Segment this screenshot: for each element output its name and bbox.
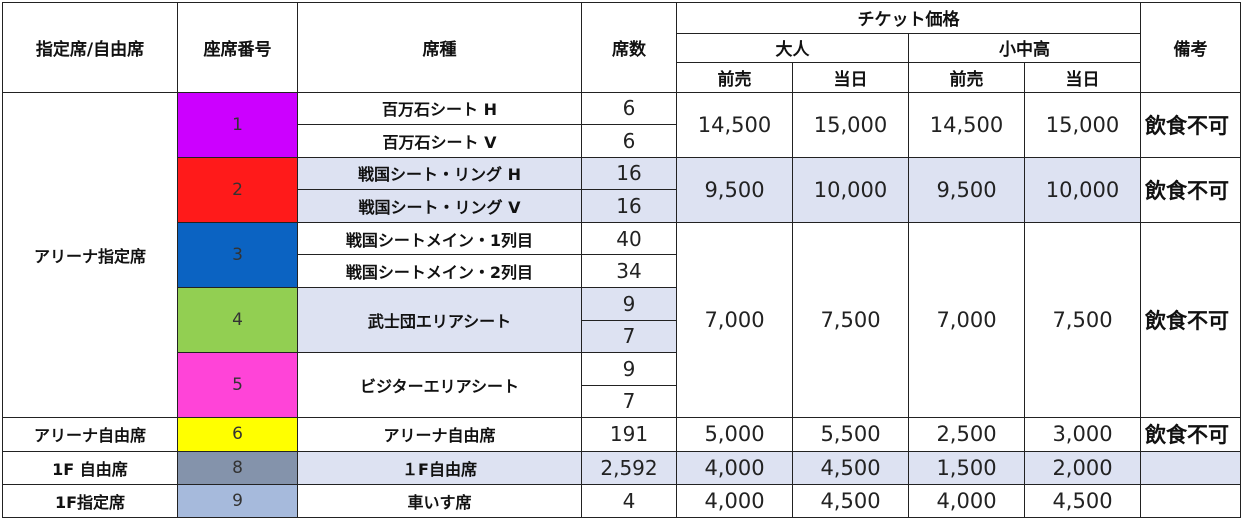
seat-count-cell: 2,592 — [581, 450, 677, 486]
child-same-day-price: 4,500 — [1024, 484, 1141, 518]
category-arena-free: アリーナ自由席 — [2, 417, 178, 452]
header-adult-same-day: 当日 — [792, 62, 909, 93]
seat-count-cell: 9 — [581, 286, 677, 321]
adult-advance-price: 5,000 — [676, 417, 793, 452]
seat-type-cell: 百万石シート H — [297, 91, 582, 126]
seat-count-cell: 34 — [581, 254, 677, 288]
adult-same-day-price: 5,500 — [792, 417, 909, 452]
seat-count-cell: 16 — [581, 156, 677, 191]
child-same-day-price: 15,000 — [1024, 91, 1141, 158]
remarks-cell: 飲食不可 — [1140, 417, 1241, 452]
header-child-advance: 前売 — [908, 62, 1025, 93]
seat-number-5: 5 — [177, 352, 298, 419]
adult-same-day-price: 4,500 — [792, 484, 909, 518]
seat-number-2: 2 — [177, 156, 298, 223]
seat-number-6: 6 — [177, 417, 298, 452]
adult-advance-price: 4,000 — [676, 484, 793, 518]
seat-type-cell: 車いす席 — [297, 484, 582, 518]
adult-same-day-price: 7,500 — [792, 221, 909, 419]
seat-number-8: 8 — [177, 450, 298, 486]
remarks-cell — [1140, 484, 1241, 518]
adult-same-day-price: 15,000 — [792, 91, 909, 158]
adult-advance-price: 14,500 — [676, 91, 793, 158]
seat-count-cell: 9 — [581, 352, 677, 386]
seat-count-cell: 4 — [581, 484, 677, 518]
child-same-day-price: 10,000 — [1024, 156, 1141, 223]
header-seat-type: 席種 — [297, 2, 582, 93]
child-advance-price: 4,000 — [908, 484, 1025, 518]
category-1f-free: 1F 自由席 — [2, 450, 178, 486]
header-remarks: 備考 — [1140, 2, 1241, 93]
child-advance-price: 2,500 — [908, 417, 1025, 452]
adult-advance-price: 9,500 — [676, 156, 793, 223]
adult-advance-price: 7,000 — [676, 221, 793, 419]
header-seat-count: 席数 — [581, 2, 677, 93]
adult-same-day-price: 10,000 — [792, 156, 909, 223]
category-arena-reserved: アリーナ指定席 — [2, 91, 178, 419]
child-advance-price: 14,500 — [908, 91, 1025, 158]
seat-count-cell: 40 — [581, 221, 677, 256]
seat-type-cell: ビジターエリアシート — [297, 352, 582, 419]
header-designation: 指定席/自由席 — [2, 2, 178, 93]
seat-type-cell: 武士団エリアシート — [297, 286, 582, 354]
remarks-cell — [1140, 450, 1241, 486]
seat-count-cell: 7 — [581, 384, 677, 419]
header-adult: 大人 — [676, 32, 909, 64]
adult-same-day-price: 4,500 — [792, 450, 909, 486]
seat-count-cell: 6 — [581, 124, 677, 158]
remarks-cell: 飲食不可 — [1140, 91, 1241, 158]
seat-number-4: 4 — [177, 286, 298, 354]
header-child-same-day: 当日 — [1024, 62, 1141, 93]
seat-count-cell: 191 — [581, 417, 677, 452]
seat-count-cell: 6 — [581, 91, 677, 126]
seat-type-cell: 戦国シートメイン・1列目 — [297, 221, 582, 256]
header-child: 小中高 — [908, 32, 1141, 64]
child-same-day-price: 7,500 — [1024, 221, 1141, 419]
seat-type-cell: 戦国シートメイン・2列目 — [297, 254, 582, 288]
child-advance-price: 9,500 — [908, 156, 1025, 223]
remarks-cell: 飲食不可 — [1140, 221, 1241, 419]
child-advance-price: 7,000 — [908, 221, 1025, 419]
adult-advance-price: 4,000 — [676, 450, 793, 486]
header-seat-number: 座席番号 — [177, 2, 298, 93]
seat-type-cell: 戦国シート・リング H — [297, 156, 582, 191]
seat-type-cell: 百万石シート V — [297, 124, 582, 158]
category-1f-reserved: 1F指定席 — [2, 484, 178, 518]
child-advance-price: 1,500 — [908, 450, 1025, 486]
seat-number-9: 9 — [177, 484, 298, 518]
seat-number-1: 1 — [177, 91, 298, 158]
header-ticket-price: チケット価格 — [676, 2, 1141, 34]
seat-type-cell: １F自由席 — [297, 450, 582, 486]
remarks-cell: 飲食不可 — [1140, 156, 1241, 223]
child-same-day-price: 2,000 — [1024, 450, 1141, 486]
seat-type-cell: アリーナ自由席 — [297, 417, 582, 452]
seat-type-cell: 戦国シート・リング V — [297, 189, 582, 223]
seat-count-cell: 7 — [581, 319, 677, 354]
seat-count-cell: 16 — [581, 189, 677, 223]
child-same-day-price: 3,000 — [1024, 417, 1141, 452]
seat-number-3: 3 — [177, 221, 298, 288]
header-adult-advance: 前売 — [676, 62, 793, 93]
